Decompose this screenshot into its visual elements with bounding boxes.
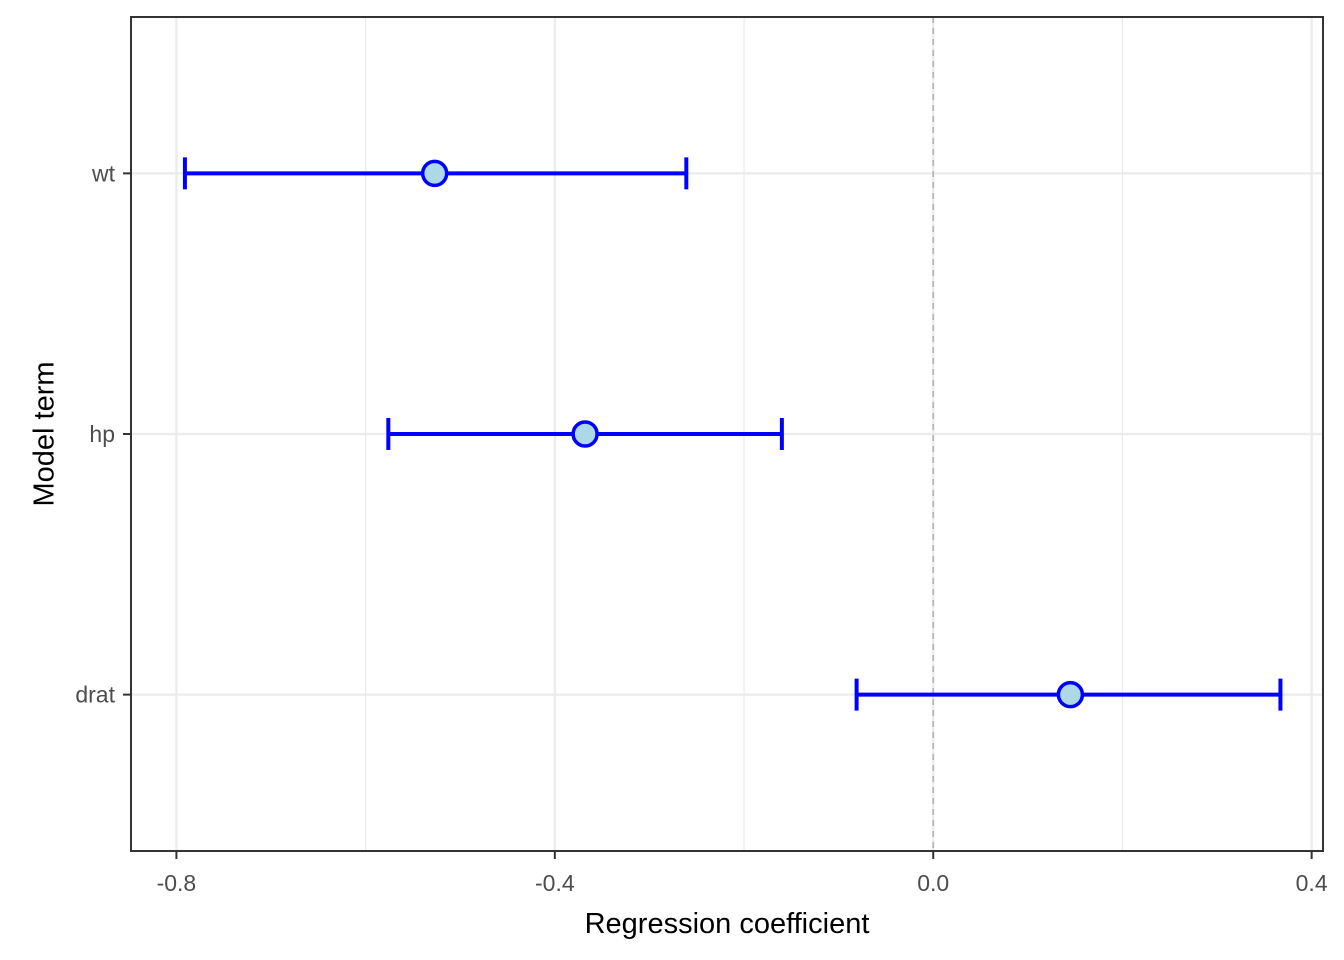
x-tick-label: -0.4 <box>535 870 575 896</box>
data-layer <box>182 157 1283 711</box>
estimate-point-drat <box>1056 680 1085 709</box>
y-tick-label: wt <box>91 160 116 186</box>
x-axis-title: Regression coefficient <box>585 908 870 940</box>
y-tick-label: drat <box>75 682 115 708</box>
axes: -0.8 -0.4 0.0 0.4 wt hp drat <box>75 160 1327 896</box>
y-axis-title: Model term <box>29 361 61 506</box>
x-tick-label: -0.8 <box>157 870 197 896</box>
x-tick-label: 0.4 <box>1296 870 1328 896</box>
y-tick-label: hp <box>89 421 115 447</box>
estimate-point-hp <box>571 420 599 448</box>
estimate-point-wt <box>420 159 449 188</box>
x-tick-label: 0.0 <box>917 870 949 896</box>
